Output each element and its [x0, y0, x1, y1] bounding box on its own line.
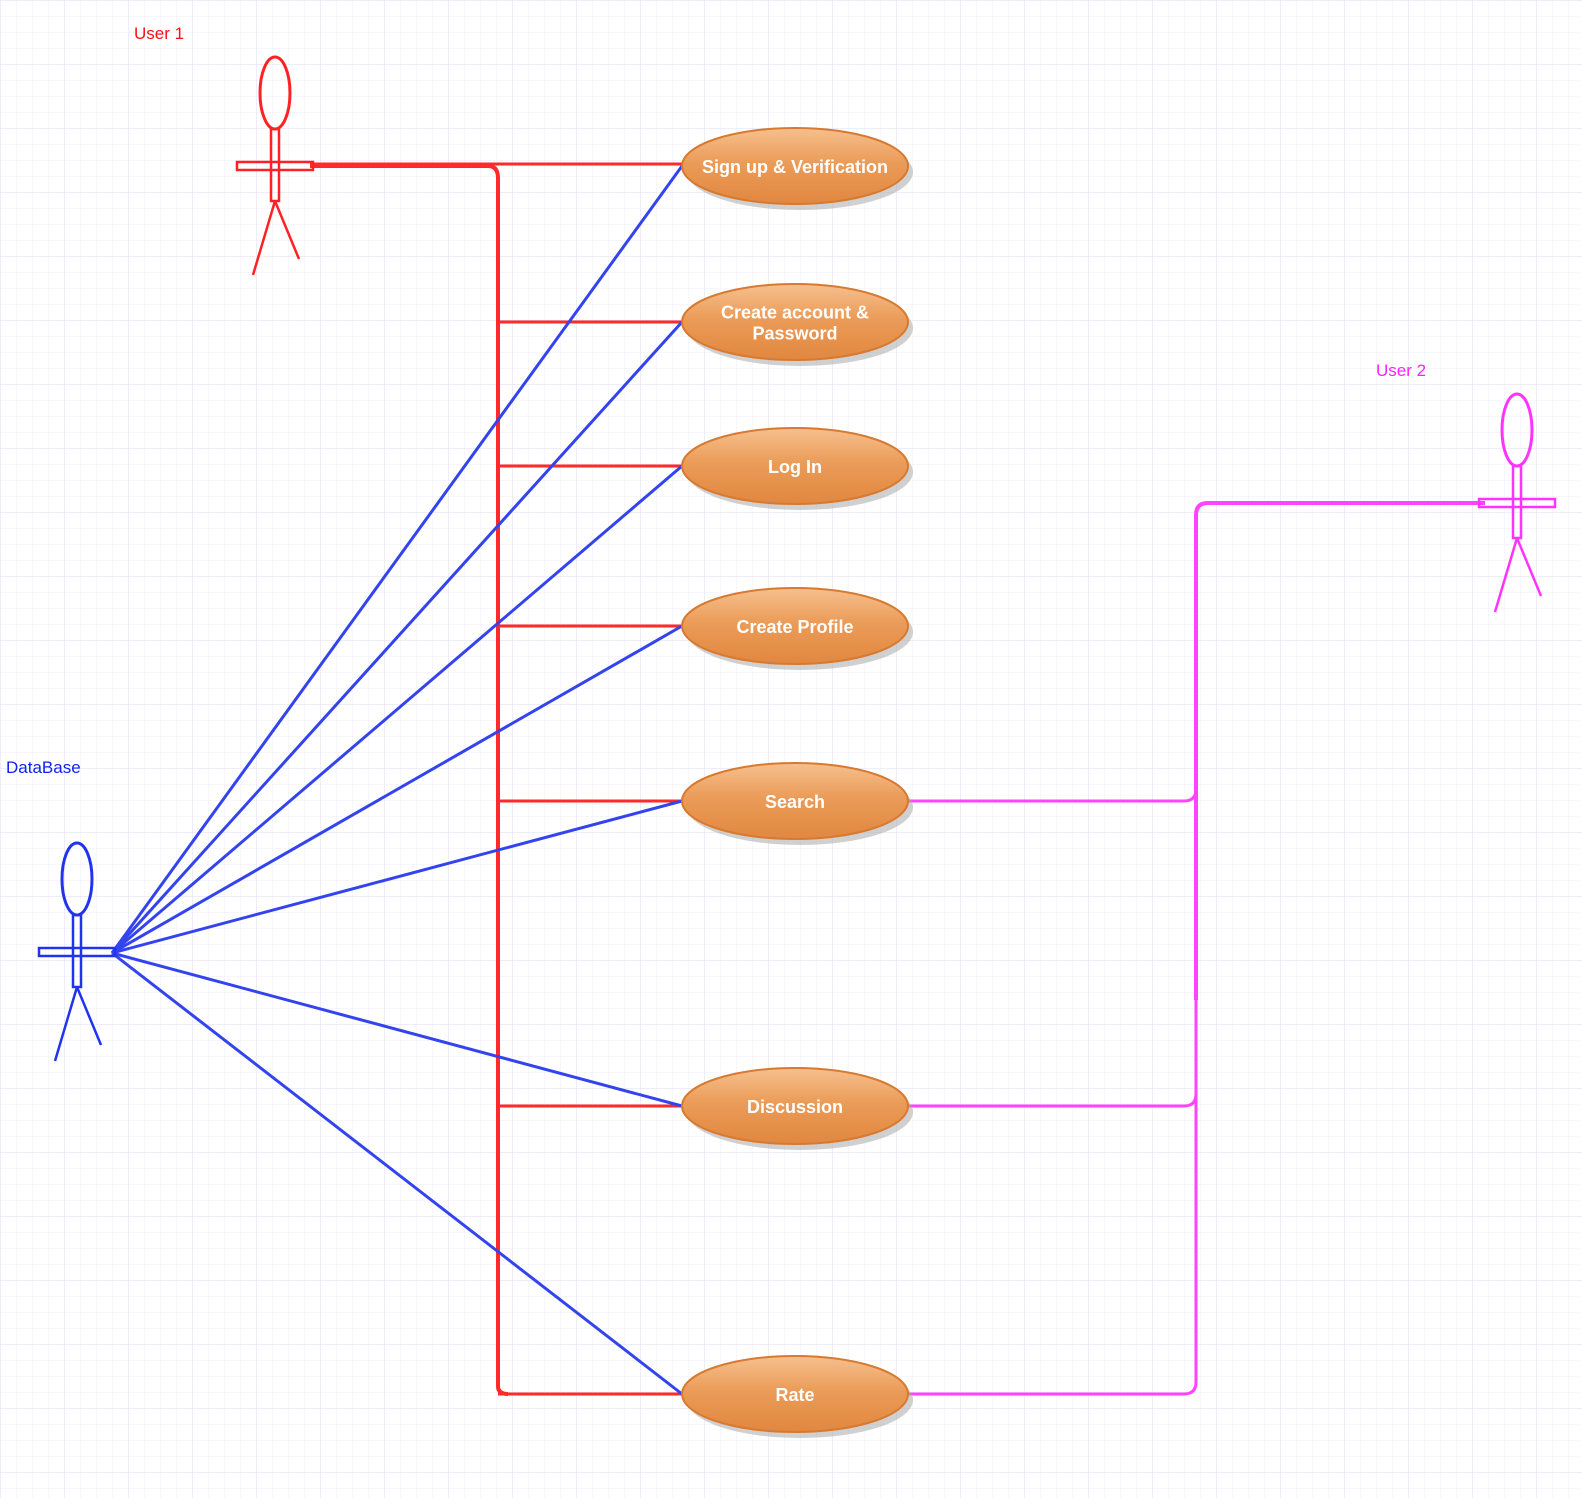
use-case-ellipse [681, 587, 909, 665]
use-case-label: Rate [775, 1385, 814, 1405]
use-case-search[interactable]: Search [681, 762, 913, 845]
actor-database[interactable] [37, 841, 117, 1062]
database-line-create-account [110, 320, 684, 955]
actor-arms [235, 160, 315, 172]
use-case-create-profile[interactable]: Create Profile [681, 587, 913, 670]
actor-leg-right [273, 200, 301, 260]
use-case-signup[interactable]: Sign up & Verification [681, 127, 913, 210]
database-line-search [111, 799, 683, 955]
database-line-create-profile [111, 624, 683, 955]
use-cases: Sign up & Verification Create account &Pa… [681, 127, 913, 1438]
use-case-ellipse [681, 1067, 909, 1145]
actor-label-user1: User 1 [134, 24, 184, 43]
user2-trunk-thick [1194, 501, 1485, 1000]
database-line-discussion [111, 951, 683, 1108]
use-case-login[interactable]: Log In [681, 427, 913, 510]
use-case-label: Log In [768, 457, 822, 477]
database-line-rate [111, 951, 683, 1396]
actor-arms [37, 946, 117, 958]
actor-user2[interactable] [1477, 392, 1557, 613]
use-case-ellipse [681, 283, 909, 361]
actor-leg-left [251, 200, 277, 276]
actor-arms [1477, 497, 1557, 509]
use-case-ellipse [681, 127, 909, 205]
user2-associations [908, 501, 1485, 1396]
use-case-label: Password [752, 324, 837, 344]
user2-line-search [908, 788, 1198, 803]
use-case-ellipse [681, 762, 909, 840]
user2-line-discussion [908, 1093, 1198, 1108]
database-line-signup [110, 165, 684, 954]
use-case-label: Sign up & Verification [702, 157, 888, 177]
use-case-discussion[interactable]: Discussion [681, 1067, 913, 1150]
actor-label-database: DataBase [6, 758, 81, 777]
use-case-create-account[interactable]: Create account &Password [681, 283, 913, 366]
actor-user1[interactable] [235, 55, 315, 276]
actor-leg-left [1493, 537, 1519, 613]
database-associations [110, 165, 684, 1396]
actor-leg-left [53, 986, 79, 1062]
actor-leg-right [75, 986, 103, 1046]
actor-label-user2: User 2 [1376, 361, 1426, 380]
actor-leg-right [1515, 537, 1543, 597]
use-case-label: Create Profile [736, 617, 853, 637]
database-line-login [111, 464, 683, 955]
user1-associations [310, 162, 682, 1396]
use-case-label: Create account & [721, 303, 869, 323]
use-case-label: Search [765, 792, 825, 812]
use-case-label: Discussion [747, 1097, 843, 1117]
use-case-ellipse [681, 427, 909, 505]
use-case-rate[interactable]: Rate [681, 1355, 913, 1438]
use-case-ellipse [681, 1355, 909, 1433]
